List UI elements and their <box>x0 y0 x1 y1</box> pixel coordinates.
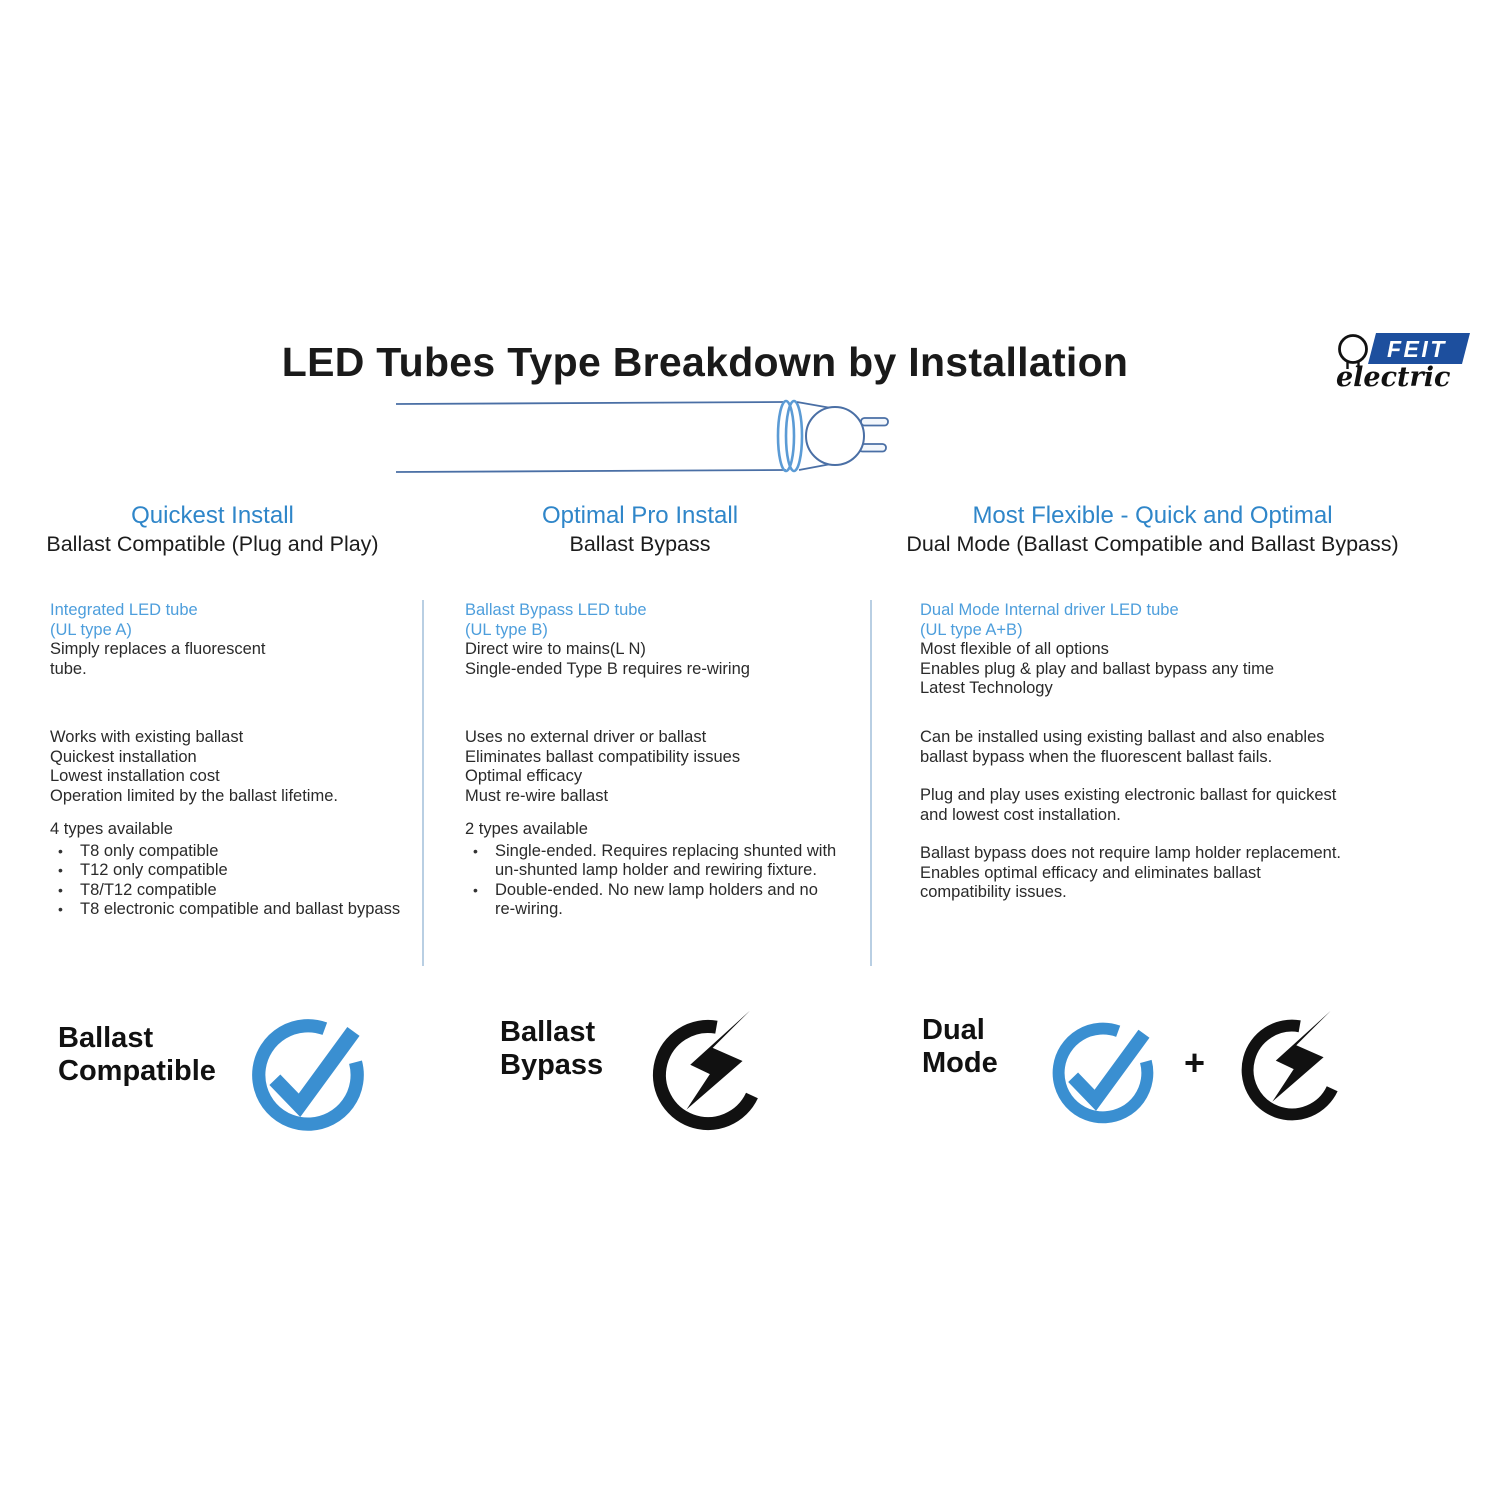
badge-label-ballast-compatible: Ballast Compatible <box>58 1022 216 1087</box>
tube-type-description: Simply replaces a fluorescent tube. <box>50 640 266 678</box>
tube-cap-ring <box>776 399 796 473</box>
check-circle-icon <box>1039 1009 1167 1142</box>
column-title: Optimal Pro Install <box>541 502 739 529</box>
types-list: T8 only compatibleT12 only compatibleT8/… <box>50 842 415 920</box>
feature-list: Uses no external driver or ballast Elimi… <box>465 728 741 805</box>
logo-blue-banner <box>1368 333 1470 364</box>
type-item: T8 electronic compatible and ballast byp… <box>50 900 415 920</box>
feit-logo-graphic: FEIT electric <box>1336 333 1470 393</box>
column-header-dual-mode: Most Flexible - Quick and Optimal Dual M… <box>880 501 1425 558</box>
tube-type-label: Dual Mode Internal driver LED tube (UL t… <box>920 601 1179 639</box>
paragraph: Ballast bypass does not require lamp hol… <box>920 844 1341 901</box>
tube-end-cap <box>805 406 865 466</box>
paragraph: Can be installed using existing ballast … <box>920 728 1325 766</box>
badge-label-ballast-bypass: Ballast Bypass <box>500 1016 604 1081</box>
types-list: Single-ended. Requires replacing shunted… <box>465 842 837 920</box>
column-title: Quickest Install <box>131 502 294 529</box>
column-title: Most Flexible - Quick and Optimal <box>972 502 1333 529</box>
tube-pin <box>860 417 889 427</box>
bulb-icon <box>1338 334 1368 364</box>
tube-drawing <box>395 399 889 473</box>
feit-electric-logo: FEIT electric <box>1330 328 1478 397</box>
badge-label-dual-mode: Dual Mode <box>922 1014 998 1079</box>
tube-type-label: Ballast Bypass LED tube (UL type B) <box>465 601 647 639</box>
types-available-title: 2 types available <box>465 820 588 838</box>
column-body-dual-mode: Dual Mode Internal driver LED tube (UL t… <box>920 601 1400 922</box>
tube-type-label: Integrated LED tube (UL type A) <box>50 601 198 639</box>
tube-type-description: Most flexible of all options Enables plu… <box>920 640 1275 697</box>
types-available-title: 4 types available <box>50 820 173 838</box>
tube-cap-ring <box>784 399 804 473</box>
column-divider <box>422 600 424 966</box>
led-tube-illustration <box>393 392 893 489</box>
column-divider <box>870 600 872 966</box>
feature-list: Works with existing ballast Quickest ins… <box>50 728 338 805</box>
logo-sub-text: electric <box>1336 362 1450 392</box>
type-item: T8/T12 compatible <box>50 881 415 901</box>
type-item: Double-ended. No new lamp holders and no… <box>465 881 837 920</box>
page-title: LED Tubes Type Breakdown by Installation <box>281 339 1129 385</box>
type-item: T12 only compatible <box>50 861 415 881</box>
check-circle-icon <box>237 1004 379 1151</box>
column-subtitle: Ballast Bypass <box>569 532 711 556</box>
column-body-quickest: Integrated LED tube (UL type A) Simply r… <box>50 601 415 920</box>
plus-sign: + <box>1184 1042 1206 1083</box>
paragraph: Plug and play uses existing electronic b… <box>920 786 1337 824</box>
type-item: T8 only compatible <box>50 842 415 862</box>
bolt-circle-icon <box>638 1005 778 1150</box>
type-item: Single-ended. Requires replacing shunted… <box>465 842 837 881</box>
column-subtitle: Ballast Compatible (Plug and Play) <box>46 532 379 556</box>
tube-type-description: Direct wire to mains(L N) Single-ended T… <box>465 640 750 678</box>
logo-brand-text: FEIT <box>1387 336 1447 362</box>
column-body-optimal: Ballast Bypass LED tube (UL type B) Dire… <box>465 601 837 920</box>
bolt-circle-icon <box>1228 1006 1356 1139</box>
column-header-quickest: Quickest Install Ballast Compatible (Plu… <box>5 501 420 558</box>
column-header-optimal: Optimal Pro Install Ballast Bypass <box>430 501 850 558</box>
column-subtitle: Dual Mode (Ballast Compatible and Ballas… <box>906 532 1399 556</box>
